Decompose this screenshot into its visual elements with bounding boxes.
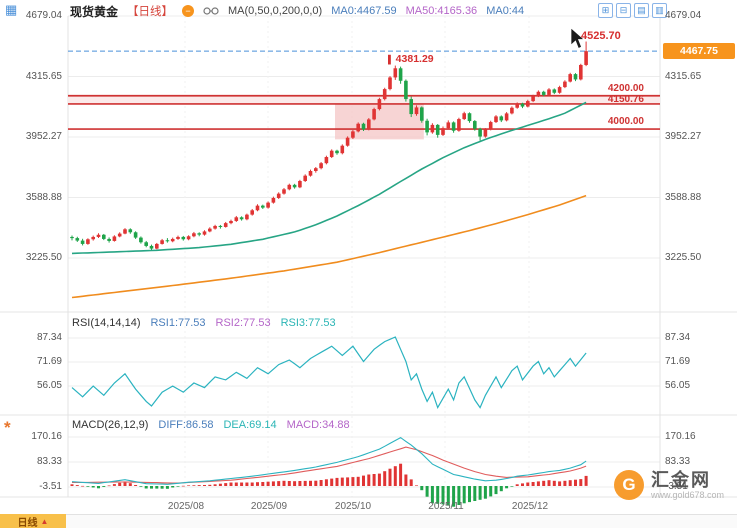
macd-value: MACD:34.88 bbox=[286, 419, 350, 431]
price-axis-label: 4679.04 bbox=[665, 10, 702, 21]
level-label: 4200.00 bbox=[607, 83, 644, 94]
price-axis-label: 3588.88 bbox=[25, 192, 62, 203]
rsi-axis-label: 56.05 bbox=[665, 380, 691, 391]
price-axis-label: 3225.50 bbox=[665, 252, 702, 263]
rsi-axis-label: 71.69 bbox=[36, 356, 62, 367]
peak-annotation: ▌ 4381.29 bbox=[388, 54, 434, 65]
collapse-icon[interactable]: − bbox=[182, 5, 195, 17]
timeframe-label: 【日线】 bbox=[127, 6, 174, 18]
price-axis-label: 3588.88 bbox=[665, 192, 702, 203]
site-logo-icon: G bbox=[614, 470, 644, 500]
rsi3-value: RSI3:77.53 bbox=[280, 317, 336, 329]
macd-axis-label: -3.51 bbox=[39, 481, 62, 492]
macd-header: MACD(26,12,9) DIFF:86.58 DEA:69.14 MACD:… bbox=[72, 419, 350, 431]
price-axis-label: 3952.27 bbox=[665, 131, 702, 142]
macd-axis-label: -3.51 bbox=[665, 481, 688, 492]
rsi-axis-label: 56.05 bbox=[36, 380, 62, 391]
ma0-value: MA0:4467.59 bbox=[331, 5, 397, 17]
price-axis-label: 3225.50 bbox=[25, 252, 62, 263]
macd-title: MACD(26,12,9) bbox=[72, 419, 149, 431]
rsi2-value: RSI2:77.53 bbox=[215, 317, 271, 329]
ma0b-value: MA0:44 bbox=[486, 5, 525, 17]
x-axis-label: 2025/10 bbox=[334, 501, 372, 512]
chart-toolbar: ⊞ ⊟ ▤ ▥ bbox=[598, 3, 667, 18]
macd-axis-label: 83.33 bbox=[36, 456, 62, 467]
tool-columns-icon[interactable]: ▥ bbox=[652, 3, 667, 18]
price-axis-label: 4315.65 bbox=[25, 71, 62, 82]
rsi1-value: RSI1:77.53 bbox=[150, 317, 206, 329]
ma50-value: MA50:4165.36 bbox=[405, 5, 478, 17]
rsi-axis-label: 71.69 bbox=[665, 356, 691, 367]
x-axis-label: 2025/11 bbox=[428, 501, 464, 512]
x-axis-label: 2025/09 bbox=[250, 501, 288, 512]
rsi-title: RSI(14,14,14) bbox=[72, 317, 141, 329]
mouse-cursor bbox=[570, 27, 585, 49]
glasses-icon[interactable] bbox=[203, 6, 219, 16]
high-price-label: 4525.70 bbox=[581, 30, 621, 42]
chart-header: 现货黄金 【日线】 − MA(0,50,0,200,0,0) MA0:4467.… bbox=[70, 3, 524, 19]
x-axis-label: 2025/08 bbox=[167, 501, 205, 512]
rsi-axis-label: 87.34 bbox=[665, 332, 691, 343]
peak-marker-icon: ▌ bbox=[388, 55, 394, 64]
macd-axis-label: 83.33 bbox=[665, 456, 691, 467]
bottom-bar bbox=[0, 514, 737, 528]
rsi-axis-label: 87.34 bbox=[36, 332, 62, 343]
symbol-title: 现货黄金 bbox=[70, 4, 119, 19]
macd-axis-label: 170.16 bbox=[31, 431, 62, 442]
price-axis-label: 3952.27 bbox=[25, 131, 62, 142]
level-label: 4150.76 bbox=[607, 94, 644, 105]
ma-settings-label: MA(0,50,0,200,0,0) bbox=[228, 5, 323, 17]
current-price-tag: 4467.75 bbox=[663, 43, 735, 59]
diff-value: DIFF:86.58 bbox=[158, 419, 214, 431]
high-annotation: 4525.70 bbox=[581, 31, 621, 42]
tool-grid-icon[interactable]: ⊞ bbox=[598, 3, 613, 18]
price-axis-label: 4679.04 bbox=[25, 10, 62, 21]
x-axis-label: 2025/12 bbox=[511, 501, 549, 512]
site-name: 汇金网 bbox=[651, 469, 711, 490]
dea-value: DEA:69.14 bbox=[223, 419, 277, 431]
timeframe-tab[interactable]: 日线 ▲ bbox=[0, 514, 66, 528]
tool-lines-icon[interactable]: ▤ bbox=[634, 3, 649, 18]
site-url: www.gold678.com bbox=[651, 489, 725, 500]
peak-price-label: 4381.29 bbox=[395, 53, 434, 65]
macd-axis-label: 170.16 bbox=[665, 431, 696, 442]
grid-icon[interactable]: ▦ bbox=[5, 2, 18, 17]
price-axis-label: 4315.65 bbox=[665, 71, 702, 82]
chevron-up-icon: ▲ bbox=[40, 516, 49, 526]
level-label: 4000.00 bbox=[607, 116, 644, 127]
timeframe-tab-label: 日线 bbox=[17, 517, 38, 528]
site-watermark: G 汇金网 www.gold678.com bbox=[614, 470, 724, 500]
indicator-settings-icon[interactable]: * bbox=[4, 418, 11, 437]
tool-compress-icon[interactable]: ⊟ bbox=[616, 3, 631, 18]
rsi-header: RSI(14,14,14) RSI1:77.53 RSI2:77.53 RSI3… bbox=[72, 317, 336, 329]
